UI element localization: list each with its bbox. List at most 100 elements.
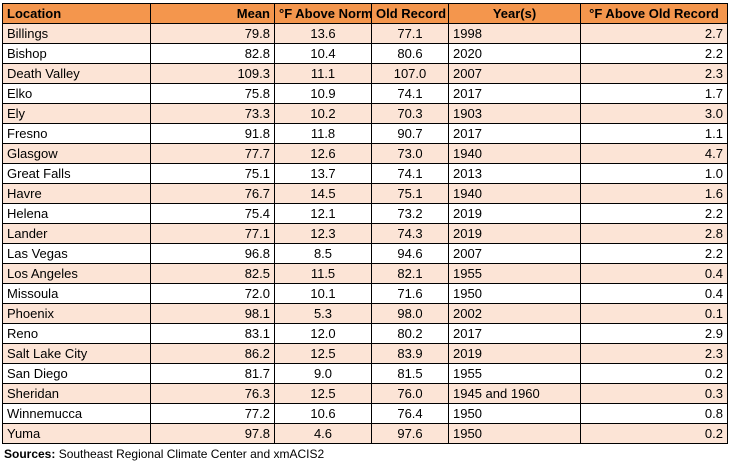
column-header-location: Location: [2, 3, 151, 24]
cell-years: 1950: [448, 423, 581, 444]
cell-above-old-record: 1.6: [580, 183, 728, 204]
cell-above-old-record: 0.4: [580, 263, 728, 284]
cell-above-old-record: 0.1: [580, 303, 728, 324]
table-row: Yuma 97.8 4.6 97.6 1950 0.2: [2, 423, 728, 444]
source-note: Sources: Southeast Regional Climate Cent…: [4, 447, 324, 461]
table-row: Bishop 82.8 10.4 80.6 2020 2.2: [2, 43, 728, 64]
cell-years: 2007: [448, 243, 581, 264]
cell-above-old-record: 2.2: [580, 43, 728, 64]
cell-years: 1903: [448, 103, 581, 124]
cell-years: 2020: [448, 43, 581, 64]
cell-mean: 86.2: [150, 343, 275, 364]
header-row: Location Mean °F Above Normal Old Record…: [2, 3, 728, 24]
table-row: Death Valley 109.3 11.1 107.0 2007 2.3: [2, 63, 728, 84]
table-row: Winnemucca 77.2 10.6 76.4 1950 0.8: [2, 403, 728, 424]
cell-old-record: 80.6: [371, 43, 449, 64]
cell-above-old-record: 1.0: [580, 163, 728, 184]
cell-location: Yuma: [2, 423, 151, 444]
table-row: Las Vegas 96.8 8.5 94.6 2007 2.2: [2, 243, 728, 264]
records-table: Location Mean °F Above Normal Old Record…: [2, 3, 728, 444]
cell-years: 1998: [448, 23, 581, 44]
cell-mean: 75.4: [150, 203, 275, 224]
cell-location: Missoula: [2, 283, 151, 304]
cell-above-old-record: 3.0: [580, 103, 728, 124]
cell-old-record: 97.6: [371, 423, 449, 444]
cell-above-normal: 12.5: [274, 383, 372, 404]
cell-mean: 83.1: [150, 323, 275, 344]
cell-old-record: 76.4: [371, 403, 449, 424]
cell-mean: 77.1: [150, 223, 275, 244]
cell-above-old-record: 0.4: [580, 283, 728, 304]
cell-old-record: 74.1: [371, 83, 449, 104]
cell-old-record: 73.0: [371, 143, 449, 164]
cell-years: 2017: [448, 323, 581, 344]
cell-above-normal: 12.5: [274, 343, 372, 364]
table-row: Los Angeles 82.5 11.5 82.1 1955 0.4: [2, 263, 728, 284]
cell-mean: 82.8: [150, 43, 275, 64]
cell-old-record: 98.0: [371, 303, 449, 324]
table-row: Reno 83.1 12.0 80.2 2017 2.9: [2, 323, 728, 344]
cell-location: Great Falls: [2, 163, 151, 184]
cell-above-old-record: 1.1: [580, 123, 728, 144]
cell-location: Sheridan: [2, 383, 151, 404]
cell-mean: 97.8: [150, 423, 275, 444]
cell-above-normal: 11.1: [274, 63, 372, 84]
cell-mean: 73.3: [150, 103, 275, 124]
cell-old-record: 90.7: [371, 123, 449, 144]
cell-above-normal: 9.0: [274, 363, 372, 384]
cell-years: 1940: [448, 183, 581, 204]
cell-years: 2019: [448, 343, 581, 364]
table-row: Elko 75.8 10.9 74.1 2017 1.7: [2, 83, 728, 104]
cell-years: 1950: [448, 283, 581, 304]
cell-location: Reno: [2, 323, 151, 344]
table-row: Havre 76.7 14.5 75.1 1940 1.6: [2, 183, 728, 204]
cell-above-old-record: 0.2: [580, 363, 728, 384]
cell-years: 2007: [448, 63, 581, 84]
cell-years: 2019: [448, 223, 581, 244]
cell-above-old-record: 2.9: [580, 323, 728, 344]
cell-old-record: 76.0: [371, 383, 449, 404]
source-text: Southeast Regional Climate Center and xm…: [55, 447, 325, 461]
cell-old-record: 74.3: [371, 223, 449, 244]
cell-location: Phoenix: [2, 303, 151, 324]
cell-above-normal: 5.3: [274, 303, 372, 324]
column-header-old-record: Old Record: [371, 3, 449, 24]
cell-location: Lander: [2, 223, 151, 244]
cell-old-record: 80.2: [371, 323, 449, 344]
cell-mean: 81.7: [150, 363, 275, 384]
cell-above-old-record: 0.2: [580, 423, 728, 444]
cell-above-normal: 10.9: [274, 83, 372, 104]
cell-mean: 75.1: [150, 163, 275, 184]
cell-above-old-record: 2.2: [580, 203, 728, 224]
cell-location: Fresno: [2, 123, 151, 144]
cell-above-old-record: 4.7: [580, 143, 728, 164]
cell-mean: 96.8: [150, 243, 275, 264]
cell-above-old-record: 2.8: [580, 223, 728, 244]
cell-years: 1955: [448, 263, 581, 284]
cell-years: 1950: [448, 403, 581, 424]
cell-above-normal: 11.5: [274, 263, 372, 284]
cell-mean: 79.8: [150, 23, 275, 44]
cell-mean: 77.7: [150, 143, 275, 164]
cell-above-old-record: 2.7: [580, 23, 728, 44]
cell-years: 2002: [448, 303, 581, 324]
cell-mean: 77.2: [150, 403, 275, 424]
cell-old-record: 73.2: [371, 203, 449, 224]
source-label: Sources:: [4, 447, 56, 461]
cell-above-normal: 10.1: [274, 283, 372, 304]
table-row: Glasgow 77.7 12.6 73.0 1940 4.7: [2, 143, 728, 164]
cell-above-old-record: 0.3: [580, 383, 728, 404]
cell-old-record: 94.6: [371, 243, 449, 264]
cell-location: Havre: [2, 183, 151, 204]
cell-mean: 91.8: [150, 123, 275, 144]
cell-above-normal: 4.6: [274, 423, 372, 444]
cell-old-record: 81.5: [371, 363, 449, 384]
cell-old-record: 77.1: [371, 23, 449, 44]
cell-location: Salt Lake City: [2, 343, 151, 364]
cell-location: San Diego: [2, 363, 151, 384]
cell-above-normal: 8.5: [274, 243, 372, 264]
table-row: Helena 75.4 12.1 73.2 2019 2.2: [2, 203, 728, 224]
table-row: Salt Lake City 86.2 12.5 83.9 2019 2.3: [2, 343, 728, 364]
cell-location: Las Vegas: [2, 243, 151, 264]
cell-location: Ely: [2, 103, 151, 124]
